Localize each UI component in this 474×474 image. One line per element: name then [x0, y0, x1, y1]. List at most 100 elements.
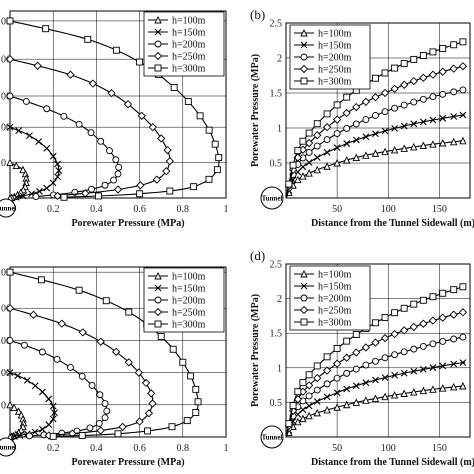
data-point — [196, 112, 204, 120]
data-point — [144, 409, 154, 418]
y-tick-label: 0.5 — [270, 398, 283, 409]
data-point — [342, 353, 351, 362]
data-point — [14, 372, 22, 380]
series-line — [285, 336, 466, 438]
data-point — [136, 181, 145, 190]
x-tick-label: 0.2 — [47, 204, 60, 215]
data-point — [289, 161, 297, 169]
data-point — [96, 391, 104, 399]
data-point — [313, 165, 321, 174]
data-point — [449, 310, 458, 319]
data-point — [371, 93, 380, 102]
data-point — [450, 360, 458, 368]
legend-label: h=150m — [318, 282, 352, 293]
y-tick-label: 1 — [277, 363, 282, 374]
data-point — [55, 167, 63, 175]
data-point — [35, 138, 43, 145]
data-point — [352, 102, 361, 112]
tunnel-icon — [0, 198, 16, 218]
data-point — [135, 417, 144, 426]
data-point — [43, 145, 51, 152]
data-point — [10, 432, 18, 440]
series-line — [9, 372, 56, 437]
data-point — [352, 331, 360, 339]
data-point — [419, 365, 427, 373]
data-point — [352, 348, 361, 357]
data-point — [352, 365, 360, 373]
data-point — [6, 268, 14, 276]
data-point — [166, 187, 174, 195]
y-tick-label: 1.5 — [270, 89, 283, 100]
y-axis-label: Porewater Pressure (MPa) — [250, 54, 261, 167]
data-point — [38, 348, 46, 356]
data-point — [450, 41, 458, 49]
y-axis-label: Porewater Pressure (MPa) — [250, 294, 261, 407]
legend-marker — [300, 28, 308, 37]
x-tick-label: 0.6 — [133, 443, 146, 454]
x-axis-label: Porewater Pressure (MPa) — [71, 457, 184, 468]
data-point — [450, 335, 458, 343]
data-point — [322, 366, 332, 375]
data-point — [400, 348, 408, 356]
y-tick-label: 00 — [1, 55, 11, 66]
data-point — [123, 100, 133, 109]
legend-label: h=250m — [318, 65, 352, 76]
data-point — [343, 385, 351, 393]
data-point — [78, 432, 86, 439]
data-point — [361, 97, 370, 106]
y-tick-label: 00 — [1, 123, 11, 134]
data-point — [450, 113, 458, 120]
x-tick-label: 150 — [432, 204, 447, 215]
y-tick-label: 00 — [1, 368, 11, 379]
data-point — [439, 90, 447, 98]
data-point — [192, 385, 200, 393]
data-point — [439, 362, 447, 370]
data-point — [343, 125, 351, 132]
data-point — [410, 388, 418, 396]
legend-marker — [300, 53, 308, 61]
data-point — [86, 424, 94, 432]
legend-label: h=150m — [172, 284, 206, 295]
legend-label: h=200m — [172, 40, 206, 51]
tunnel-label: Tunnel — [262, 434, 283, 442]
data-point — [299, 414, 307, 423]
data-point — [323, 405, 331, 414]
data-point — [169, 345, 177, 353]
data-point — [192, 409, 200, 416]
legend-marker — [300, 282, 308, 290]
data-point — [362, 379, 370, 387]
data-point — [118, 422, 127, 432]
data-point — [125, 308, 133, 316]
data-point — [439, 44, 447, 52]
data-point — [31, 382, 39, 390]
data-point — [305, 129, 313, 137]
data-point — [6, 123, 14, 131]
data-point — [333, 158, 341, 167]
data-point — [333, 130, 341, 138]
data-point — [371, 357, 379, 365]
data-point — [313, 120, 321, 128]
data-point — [313, 386, 321, 394]
data-point — [409, 76, 418, 86]
data-point — [32, 193, 40, 201]
data-point — [183, 417, 191, 425]
data-point — [438, 384, 447, 392]
data-point — [362, 116, 370, 124]
data-point — [313, 373, 322, 383]
data-point — [400, 80, 409, 89]
data-point — [381, 108, 389, 116]
data-point — [459, 136, 467, 145]
data-point — [38, 276, 45, 284]
data-point — [439, 114, 447, 122]
data-point — [6, 158, 14, 167]
data-point — [429, 364, 437, 371]
series-line — [9, 58, 171, 197]
legend-label: h=250m — [318, 306, 352, 317]
data-point — [323, 110, 331, 118]
panel-label: (d) — [250, 248, 265, 263]
data-point — [305, 159, 313, 166]
y-tick-label: 00 — [1, 268, 11, 279]
data-point — [6, 369, 14, 376]
data-point — [419, 141, 428, 149]
data-point — [60, 112, 68, 120]
